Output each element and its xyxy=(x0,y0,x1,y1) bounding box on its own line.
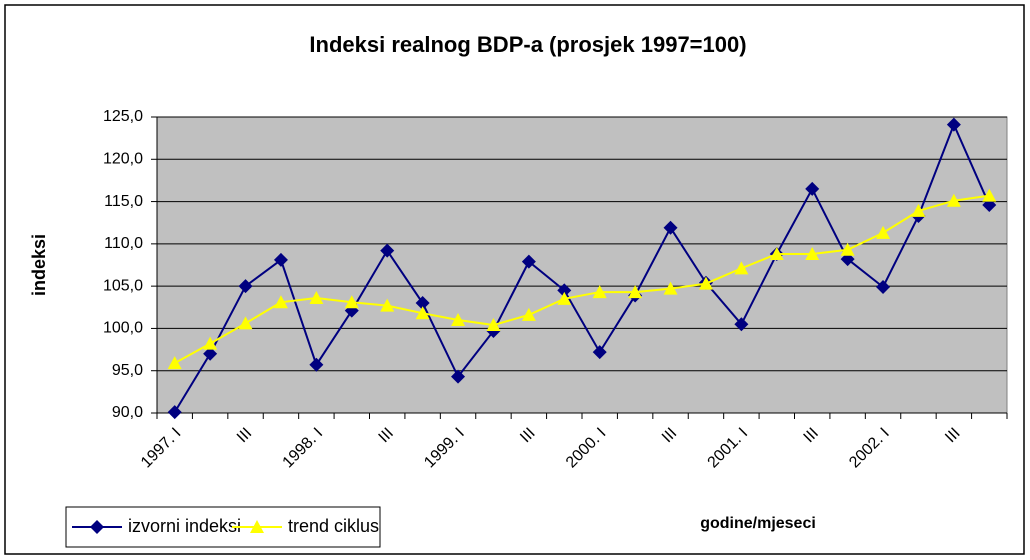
data-point xyxy=(557,283,572,298)
legend-marker xyxy=(90,520,104,534)
data-point xyxy=(273,295,288,309)
data-point xyxy=(592,345,607,360)
data-point xyxy=(911,203,926,217)
data-point xyxy=(805,181,820,196)
data-point xyxy=(451,369,466,384)
y-tick-label: 95,0 xyxy=(112,362,143,379)
data-point xyxy=(663,220,678,235)
y-tick-label: 90,0 xyxy=(112,404,143,421)
data-point xyxy=(309,290,324,304)
data-point xyxy=(380,243,395,258)
y-tick-label: 120,0 xyxy=(103,151,143,168)
data-point xyxy=(415,306,430,320)
data-point xyxy=(167,405,182,420)
data-point xyxy=(238,316,253,330)
data-point xyxy=(203,336,218,350)
legend-label: izvorni indeksi xyxy=(128,516,241,536)
series-line xyxy=(174,194,990,364)
legend-marker xyxy=(250,520,264,533)
data-point xyxy=(273,252,288,267)
data-point xyxy=(769,247,784,261)
data-point xyxy=(486,318,501,332)
data-point xyxy=(521,307,536,321)
data-point xyxy=(415,296,430,311)
data-point xyxy=(876,225,891,239)
data-point xyxy=(876,279,891,294)
y-axis-label: indeksi xyxy=(29,234,49,296)
x-axis-label: godine/mjeseci xyxy=(700,515,816,532)
data-point xyxy=(309,357,324,372)
data-point xyxy=(203,346,218,361)
data-point xyxy=(451,312,466,326)
data-point xyxy=(946,193,961,207)
data-point xyxy=(521,254,536,269)
y-tick-label: 100,0 xyxy=(103,320,143,337)
data-point xyxy=(380,298,395,312)
chart-title: Indeksi realnog BDP-a (prosjek 1997=100) xyxy=(309,32,746,57)
y-tick-label: 105,0 xyxy=(103,277,143,294)
data-point xyxy=(734,261,749,275)
data-point xyxy=(557,291,572,305)
legend-label: trend ciklus xyxy=(288,516,379,536)
data-point xyxy=(698,276,713,290)
plot-area xyxy=(156,116,1008,414)
series-line xyxy=(173,121,991,413)
data-point xyxy=(592,285,607,299)
y-tick-label: 125,0 xyxy=(103,108,143,125)
data-point xyxy=(946,117,961,132)
data-point xyxy=(805,247,820,261)
data-point xyxy=(663,281,678,295)
data-point xyxy=(344,295,359,309)
data-point xyxy=(628,285,643,299)
data-point xyxy=(238,279,253,294)
y-tick-label: 110,0 xyxy=(104,235,143,252)
y-tick-label: 115,0 xyxy=(104,193,143,210)
data-point xyxy=(840,242,855,256)
data-point xyxy=(167,356,182,370)
data-point xyxy=(734,317,749,332)
data-point xyxy=(982,188,997,202)
